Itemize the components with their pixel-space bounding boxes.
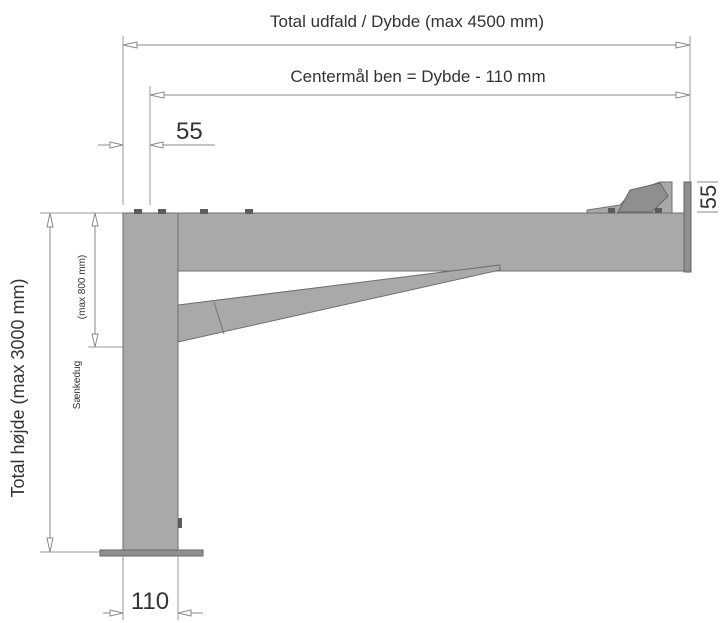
- center-leg-dimension: Centermål ben = Dybde - 110 mm: [149, 67, 691, 205]
- top-bolt: [158, 209, 166, 214]
- total-depth-dimension: Total udfald / Dybde (max 4500 mm): [122, 12, 691, 205]
- arrow-left-icon: [122, 41, 138, 49]
- arrow-left-icon: [149, 141, 164, 149]
- base-width-label: 110: [131, 588, 169, 615]
- offset-left-dimension: 55: [98, 118, 215, 149]
- total-height-label: Total højde (max 3000 mm): [8, 278, 28, 497]
- arrow-left-icon: [177, 609, 192, 617]
- bracket-bolt: [655, 208, 662, 213]
- arrow-down-icon: [91, 333, 99, 348]
- total-height-dimension: Total højde (max 3000 mm): [8, 212, 123, 553]
- arrow-right-icon: [675, 91, 691, 99]
- top-bolt: [200, 209, 208, 214]
- leg-bolt: [178, 518, 182, 528]
- top-bolt: [134, 209, 142, 214]
- bracket-bolt: [608, 208, 615, 213]
- lowering-label: Sænkedug: [72, 361, 83, 409]
- arrow-left-icon: [149, 91, 165, 99]
- bracket-plate: [617, 182, 669, 213]
- frame-structure: [99, 181, 692, 557]
- arrow-right-icon: [109, 609, 124, 617]
- offset-right-dimension: 55: [696, 181, 721, 213]
- arrow-up-icon: [46, 212, 54, 228]
- base-width-dimension: 110: [103, 556, 203, 620]
- lowering-dimension: (max 800 mm) Sænkedug: [72, 212, 123, 409]
- vertical-leg: [122, 212, 179, 553]
- base-plate: [99, 549, 204, 557]
- arrow-up-icon: [91, 212, 99, 227]
- end-plate: [683, 181, 692, 273]
- lowering-max-label: (max 800 mm): [77, 255, 88, 319]
- diagonal-brace: [177, 264, 501, 343]
- arrow-down-icon: [46, 537, 54, 553]
- offset-left-label: 55: [176, 118, 203, 145]
- offset-right-label: 55: [696, 185, 721, 209]
- top-bolt: [245, 209, 253, 214]
- horizontal-arm: [122, 212, 687, 272]
- center-leg-label: Centermål ben = Dybde - 110 mm: [290, 67, 545, 86]
- arrow-right-icon: [109, 141, 124, 149]
- arrow-right-icon: [675, 41, 691, 49]
- total-depth-label: Total udfald / Dybde (max 4500 mm): [270, 12, 544, 31]
